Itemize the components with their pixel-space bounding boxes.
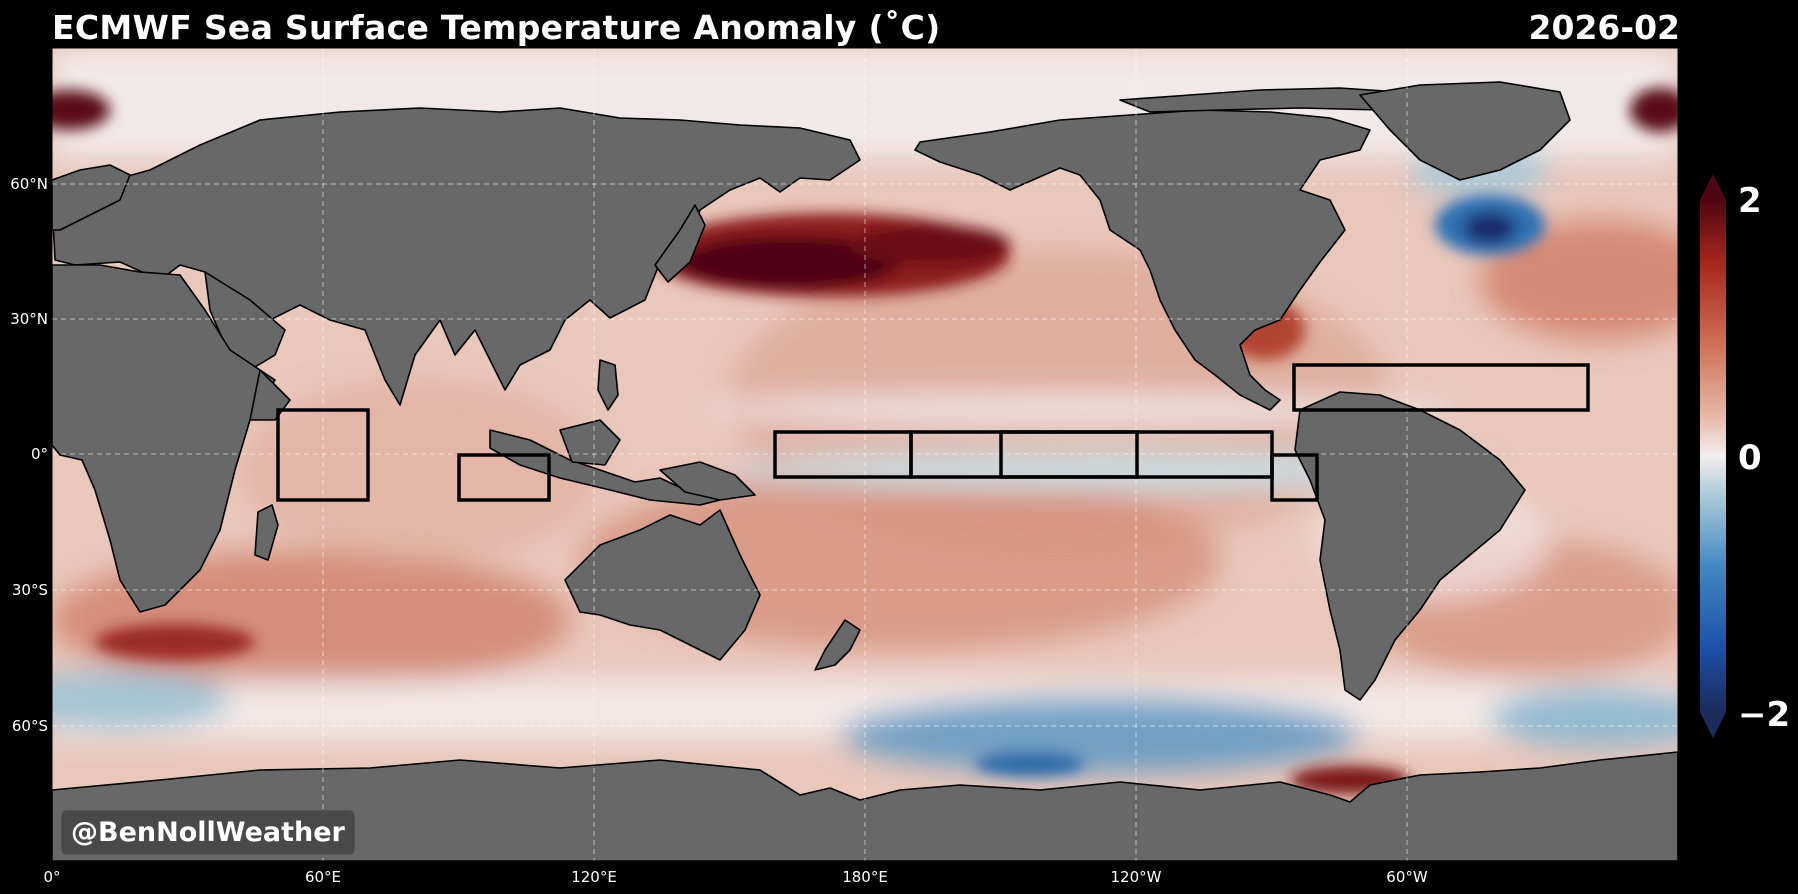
lon-label-60e: 60°E bbox=[305, 868, 341, 886]
north-america bbox=[914, 109, 1371, 411]
colorbar-min-label: −2 bbox=[1738, 695, 1790, 735]
japan bbox=[654, 204, 706, 283]
lat-label-60n: 60°N bbox=[10, 175, 48, 193]
colorbar-min-extend bbox=[1700, 712, 1726, 738]
map-border bbox=[51, 47, 1679, 862]
lon-label-120e: 120°E bbox=[571, 868, 617, 886]
greenland bbox=[1359, 81, 1571, 181]
eastern-indian-ocean-box bbox=[457, 453, 551, 502]
longitude-labels: 0° 60°E 120°E 180°E 120°W 60°W bbox=[43, 868, 1427, 886]
forecast-date: 2026-02 bbox=[1528, 8, 1680, 47]
colorbar: 2 0 −2 bbox=[1700, 174, 1790, 738]
new-guinea bbox=[659, 461, 756, 501]
index-region-boxes bbox=[276, 363, 1590, 502]
latitude-labels: 60°N 30°N 0° 30°S 60°S bbox=[10, 175, 48, 735]
anomaly-hotspots bbox=[52, 88, 1678, 794]
australia bbox=[564, 509, 761, 661]
nino-1-2-box bbox=[1270, 453, 1319, 502]
map-title: ECMWF Sea Surface Temperature Anomaly (˚… bbox=[52, 8, 941, 47]
africa bbox=[52, 264, 276, 613]
east-africa-horn bbox=[249, 369, 291, 421]
lat-label-equator: 0° bbox=[31, 445, 48, 463]
western-indian-ocean-box bbox=[276, 408, 370, 502]
new-zealand bbox=[814, 619, 861, 671]
colorbar-max-label: 2 bbox=[1738, 181, 1762, 221]
lon-label-60w: 60°W bbox=[1386, 868, 1428, 886]
lon-label-120w: 120°W bbox=[1111, 868, 1162, 886]
lat-label-30s: 30°S bbox=[12, 581, 48, 599]
colorbar-mid-label: 0 bbox=[1738, 438, 1762, 478]
arabian-peninsula bbox=[204, 271, 286, 371]
madagascar bbox=[254, 504, 279, 561]
colorbar-max-extend bbox=[1700, 174, 1726, 200]
philippines bbox=[597, 359, 619, 411]
lon-label-180e: 180°E bbox=[842, 868, 888, 886]
graticule bbox=[52, 48, 1678, 861]
map-frame bbox=[52, 48, 1678, 861]
author-credit: @BenNollWeather bbox=[61, 810, 355, 855]
lat-label-60s: 60°S bbox=[12, 717, 48, 735]
europe-west bbox=[52, 164, 131, 231]
atlantic-mdr-box bbox=[1292, 363, 1590, 412]
lat-label-30n: 30°N bbox=[10, 310, 48, 328]
colorbar-gradient bbox=[1700, 200, 1726, 712]
lon-label-0: 0° bbox=[43, 868, 60, 886]
